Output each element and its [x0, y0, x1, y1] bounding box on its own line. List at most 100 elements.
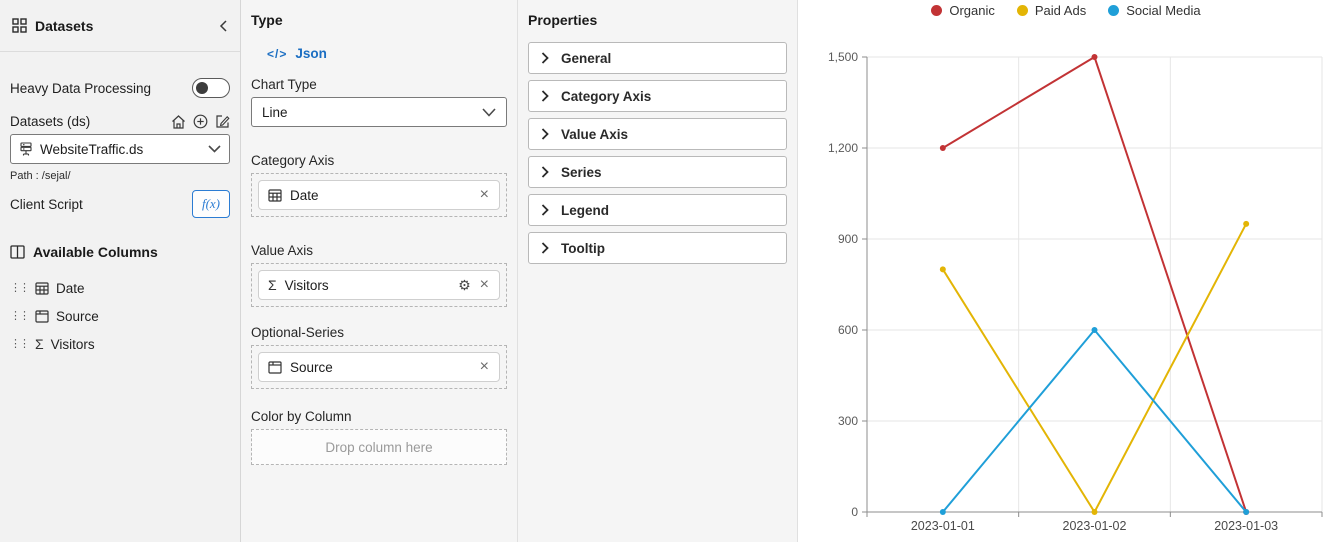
json-edit-link[interactable]: </> Json: [267, 46, 327, 61]
chevron-right-icon: [541, 52, 549, 64]
accordion-tooltip[interactable]: Tooltip: [528, 232, 787, 264]
drag-handle-icon[interactable]: ⋮⋮: [10, 309, 30, 322]
category-axis-chip[interactable]: Date ×: [258, 180, 500, 210]
color-by-column-dropzone[interactable]: Drop column here: [251, 429, 507, 465]
legend-label: Paid Ads: [1034, 3, 1087, 18]
remove-optional-series-icon[interactable]: ×: [479, 358, 489, 375]
color-by-column-label: Color by Column: [251, 409, 352, 424]
svg-text:2023-01-01: 2023-01-01: [911, 519, 975, 533]
column-item-visitors[interactable]: ⋮⋮ Σ Visitors: [10, 330, 230, 358]
datasets-row: Datasets (ds): [10, 114, 230, 129]
accordion-category-axis[interactable]: Category Axis: [528, 80, 787, 112]
chevron-right-icon: [541, 128, 549, 140]
chart-type-value: Line: [262, 104, 288, 120]
sigma-icon: Σ: [268, 277, 277, 293]
heavy-data-processing-label: Heavy Data Processing: [10, 80, 152, 96]
collapse-panel-icon[interactable]: [219, 19, 228, 32]
column-label: Source: [56, 308, 99, 324]
optional-series-dropzone[interactable]: Source ×: [251, 345, 507, 389]
legend-dot: [1108, 5, 1120, 16]
svg-text:1,200: 1,200: [828, 141, 858, 155]
optional-series-value: Source: [290, 359, 333, 375]
add-dataset-icon[interactable]: [193, 114, 208, 129]
svg-text:0: 0: [851, 505, 858, 519]
drag-handle-icon[interactable]: ⋮⋮: [10, 337, 30, 350]
chevron-right-icon: [541, 204, 549, 216]
chart-type-label: Chart Type: [251, 77, 317, 92]
accordion-series[interactable]: Series: [528, 156, 787, 188]
code-icon: </>: [267, 46, 288, 61]
home-icon[interactable]: [171, 114, 186, 129]
category-axis-value: Date: [290, 187, 319, 203]
optional-series-label: Optional-Series: [251, 325, 345, 340]
remove-value-axis-icon[interactable]: ×: [479, 276, 489, 293]
value-axis-chip[interactable]: Σ Visitors ⚙ ×: [258, 270, 500, 300]
client-script-row: Client Script f(x): [10, 190, 230, 218]
json-link-label: Json: [295, 46, 327, 61]
category-axis-label: Category Axis: [251, 153, 335, 168]
properties-accordion: General Category Axis Value Axis Series …: [528, 42, 787, 264]
value-axis-settings-icon[interactable]: ⚙: [458, 277, 471, 293]
available-columns-title: Available Columns: [33, 244, 158, 260]
legend-label: Social Media: [1126, 3, 1201, 18]
legend-label: Organic: [949, 3, 995, 18]
properties-panel: Properties General Category Axis Value A…: [518, 0, 798, 542]
chevron-right-icon: [541, 242, 549, 254]
chart-panel: Organic Paid Ads Social Media 0 300 600 900…: [798, 0, 1334, 542]
table-columns-icon: [10, 245, 25, 259]
edit-dataset-icon[interactable]: [215, 114, 230, 129]
calendar-icon: [35, 281, 49, 295]
chevron-down-icon: [482, 107, 496, 117]
column-label: Date: [56, 280, 85, 296]
legend-item-organic[interactable]: Organic: [931, 3, 995, 18]
accordion-label: General: [561, 50, 612, 66]
accordion-label: Category Axis: [561, 88, 652, 104]
toggle-knob: [196, 81, 208, 94]
value-axis-value: Visitors: [284, 277, 329, 293]
column-item-source[interactable]: ⋮⋮ Source: [10, 302, 230, 330]
properties-panel-title: Properties: [528, 12, 598, 28]
remove-category-axis-icon[interactable]: ×: [479, 186, 489, 203]
column-label: Visitors: [50, 336, 95, 352]
optional-series-chip[interactable]: Source ×: [258, 352, 500, 382]
accordion-label: Legend: [561, 202, 610, 218]
chart-type-select[interactable]: Line: [251, 97, 507, 127]
chart-svg[interactable]: 0 300 600 900 1,200 1,500 2023-01-01 2023-01-02…: [798, 0, 1334, 542]
type-panel: Type </> Json Chart Type Line Category A…: [241, 0, 518, 542]
datasets-sidebar: Datasets Heavy Data Processing Datasets …: [0, 0, 241, 542]
dataset-select-value: WebsiteTraffic.ds: [40, 141, 144, 157]
accordion-value-axis[interactable]: Value Axis: [528, 118, 787, 150]
svg-text:2023-01-03: 2023-01-03: [1214, 519, 1278, 533]
type-panel-title: Type: [251, 12, 283, 28]
available-columns-list: ⋮⋮ Date ⋮⋮ Source ⋮⋮ Σ Visitors: [10, 274, 230, 358]
accordion-legend[interactable]: Legend: [528, 194, 787, 226]
datasets-grid-icon: [12, 18, 27, 33]
calendar-icon: [268, 188, 282, 202]
client-script-fx-button[interactable]: f(x): [192, 190, 230, 218]
drag-handle-icon[interactable]: ⋮⋮: [10, 281, 30, 294]
accordion-label: Series: [561, 164, 602, 180]
dataset-select[interactable]: WebsiteTraffic.ds: [10, 134, 230, 164]
legend-dot: [1016, 5, 1028, 16]
dataset-path-text: Path : /sejal/: [10, 170, 71, 182]
chart-legend: Organic Paid Ads Social Media: [798, 3, 1334, 18]
sidebar-title: Datasets: [35, 17, 94, 34]
column-item-date[interactable]: ⋮⋮ Date: [10, 274, 230, 302]
accordion-label: Tooltip: [561, 240, 605, 256]
chevron-right-icon: [541, 166, 549, 178]
chevron-down-icon: [208, 145, 221, 153]
heavy-data-processing-toggle[interactable]: [192, 78, 230, 98]
color-drop-placeholder: Drop column here: [325, 439, 433, 455]
legend-item-paid-ads[interactable]: Paid Ads: [1016, 3, 1087, 18]
chevron-right-icon: [541, 90, 549, 102]
legend-item-social-media[interactable]: Social Media: [1108, 3, 1201, 18]
database-icon: [19, 141, 33, 157]
value-axis-label: Value Axis: [251, 243, 314, 258]
table-field-icon: [268, 360, 282, 374]
category-axis-dropzone[interactable]: Date ×: [251, 173, 507, 217]
legend-dot: [931, 5, 943, 16]
available-columns-header: Available Columns: [10, 244, 230, 260]
accordion-general[interactable]: General: [528, 42, 787, 74]
value-axis-dropzone[interactable]: Σ Visitors ⚙ ×: [251, 263, 507, 307]
